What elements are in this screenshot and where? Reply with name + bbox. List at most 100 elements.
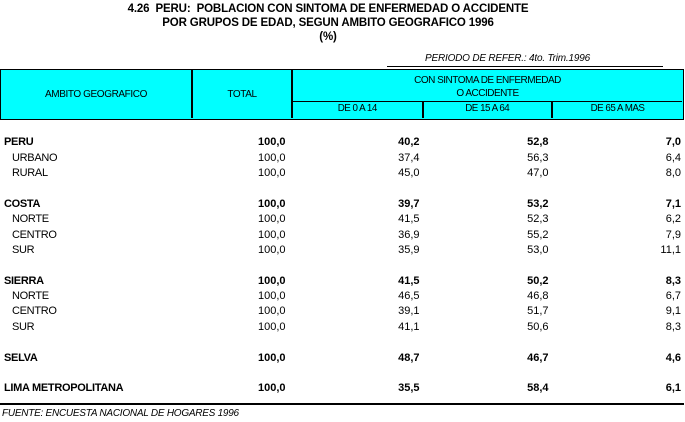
cell-age-65-plus: 6,4 bbox=[665, 151, 681, 164]
cell-total: 100,0 bbox=[257, 290, 286, 303]
row-label: RURAL bbox=[12, 166, 48, 179]
column-header-age-15-64-label: DE 15 A 64 bbox=[465, 102, 510, 114]
period-note: PERIODO DE REFER.: 4to. Trim.1996 bbox=[387, 53, 663, 67]
cell-age-15-64: 51,7 bbox=[527, 305, 549, 318]
cell-total: 100,0 bbox=[257, 382, 286, 395]
table-row-blank bbox=[0, 366, 684, 381]
row-label: SELVA bbox=[4, 351, 38, 364]
row-label: CENTRO bbox=[12, 305, 57, 318]
row-label: NORTE bbox=[12, 213, 49, 226]
cell-age-15-64: 50,2 bbox=[527, 274, 549, 287]
column-header-age-0-14-label: DE 0 A 14 bbox=[337, 102, 378, 114]
column-header-age-0-14: DE 0 A 14 bbox=[293, 102, 424, 118]
column-header-age-65-plus-label: DE 65 A MAS bbox=[590, 102, 645, 114]
row-label: COSTA bbox=[4, 197, 41, 210]
cell-total: 100,0 bbox=[257, 351, 286, 364]
table-row: CENTRO 100,0 39,1 51,7 9,1 bbox=[0, 304, 684, 319]
cell-age-0-14: 35,9 bbox=[398, 243, 420, 256]
table-row: SUR 100,0 35,9 53,0 11,1 bbox=[0, 243, 684, 258]
cell-age-15-64: 46,7 bbox=[527, 351, 549, 364]
table-title: 4.26 PERU: POBLACION CON SINTOMA DE ENFE… bbox=[0, 2, 656, 44]
source-note: FUENTE: ENCUESTA NACIONAL DE HOGARES 199… bbox=[2, 407, 239, 419]
cell-age-15-64: 53,2 bbox=[527, 197, 549, 210]
cell-age-0-14: 46,5 bbox=[398, 290, 420, 303]
table-row: COSTA 100,0 39,7 53,2 7,1 bbox=[0, 197, 684, 212]
cell-age-65-plus: 7,9 bbox=[665, 228, 681, 241]
table-row: LIMA METROPOLITANA 100,0 35,5 58,4 6,1 bbox=[0, 381, 684, 396]
cell-total: 100,0 bbox=[257, 151, 286, 164]
cell-age-15-64: 56,3 bbox=[527, 151, 549, 164]
row-label: CENTRO bbox=[12, 228, 57, 241]
cell-total: 100,0 bbox=[257, 305, 286, 318]
cell-total: 100,0 bbox=[257, 228, 286, 241]
table-row: URBANO 100,0 37,4 56,3 6,4 bbox=[0, 151, 684, 166]
table-row: NORTE 100,0 41,5 52,3 6,2 bbox=[0, 212, 684, 227]
table-row: PERU 100,0 40,2 52,8 7,0 bbox=[0, 135, 684, 150]
table-title-line2: POR GRUPOS DE EDAD, SEGUN AMBITO GEOGRAF… bbox=[162, 17, 494, 29]
column-header-group: CON SINTOMA DE ENFERMEDAD O ACCIDENTE bbox=[293, 70, 682, 102]
cell-age-65-plus: 8,0 bbox=[665, 166, 681, 179]
cell-total: 100,0 bbox=[257, 243, 286, 256]
column-header-age-65-plus: DE 65 A MAS bbox=[553, 102, 682, 118]
table-row: SUR 100,0 41,1 50,6 8,3 bbox=[0, 320, 684, 335]
table-row: CENTRO 100,0 36,9 55,2 7,9 bbox=[0, 228, 684, 243]
cell-age-65-plus: 6,2 bbox=[665, 213, 681, 226]
column-header-age-15-64: DE 15 A 64 bbox=[424, 102, 553, 118]
cell-age-0-14: 41,5 bbox=[398, 213, 420, 226]
row-label: PERU bbox=[4, 136, 34, 149]
table-row: NORTE 100,0 46,5 46,8 6,7 bbox=[0, 289, 684, 304]
cell-age-65-plus: 11,1 bbox=[660, 243, 681, 256]
row-label: URBANO bbox=[12, 151, 58, 164]
cell-age-65-plus: 6,1 bbox=[665, 382, 681, 395]
cell-age-65-plus: 8,3 bbox=[665, 274, 681, 287]
cell-age-0-14: 36,9 bbox=[398, 228, 420, 241]
cell-age-65-plus: 4,6 bbox=[665, 351, 681, 364]
table-body: PERU 100,0 40,2 52,8 7,0 URBANO 100,0 37… bbox=[0, 135, 684, 397]
row-label: LIMA METROPOLITANA bbox=[4, 382, 124, 395]
cell-age-15-64: 55,2 bbox=[527, 228, 549, 241]
cell-age-65-plus: 9,1 bbox=[665, 305, 681, 318]
cell-age-0-14: 39,7 bbox=[398, 197, 420, 210]
cell-total: 100,0 bbox=[257, 197, 286, 210]
table-row: RURAL 100,0 45,0 47,0 8,0 bbox=[0, 166, 684, 181]
cell-age-65-plus: 8,3 bbox=[665, 320, 681, 333]
cell-age-0-14: 40,2 bbox=[398, 136, 420, 149]
cell-age-15-64: 52,3 bbox=[527, 213, 549, 226]
cell-age-15-64: 47,0 bbox=[527, 166, 549, 179]
cell-age-15-64: 52,8 bbox=[527, 136, 549, 149]
cell-age-15-64: 50,6 bbox=[527, 320, 549, 333]
column-header-group-line1: CON SINTOMA DE ENFERMEDAD bbox=[414, 75, 561, 86]
table-row: SELVA 100,0 48,7 46,7 4,6 bbox=[0, 351, 684, 366]
table-row-blank bbox=[0, 258, 684, 273]
row-label: SUR bbox=[12, 320, 35, 333]
cell-total: 100,0 bbox=[257, 136, 286, 149]
cell-age-15-64: 46,8 bbox=[527, 290, 549, 303]
row-label: NORTE bbox=[12, 290, 49, 303]
cell-age-65-plus: 7,0 bbox=[665, 136, 681, 149]
cell-age-0-14: 45,0 bbox=[398, 166, 420, 179]
table-row: SIERRA 100,0 41,5 50,2 8,3 bbox=[0, 274, 684, 289]
cell-age-0-14: 37,4 bbox=[398, 151, 420, 164]
column-header-total: TOTAL bbox=[193, 70, 293, 118]
cell-total: 100,0 bbox=[257, 320, 286, 333]
cell-age-0-14: 41,1 bbox=[398, 320, 420, 333]
cell-total: 100,0 bbox=[257, 274, 286, 287]
cell-total: 100,0 bbox=[257, 166, 286, 179]
cell-total: 100,0 bbox=[257, 213, 286, 226]
table-bottom-rule bbox=[0, 403, 684, 405]
cell-age-65-plus: 7,1 bbox=[665, 197, 681, 210]
cell-age-0-14: 41,5 bbox=[398, 274, 420, 287]
column-header-ambito-geografico: AMBITO GEOGRAFICO bbox=[1, 70, 193, 118]
cell-age-65-plus: 6,7 bbox=[665, 290, 681, 303]
cell-age-0-14: 35,5 bbox=[398, 382, 420, 395]
table-row-blank bbox=[0, 335, 684, 350]
column-header-group-line2: O ACCIDENTE bbox=[456, 88, 519, 99]
cell-age-15-64: 58,4 bbox=[527, 382, 549, 395]
cell-age-0-14: 39,1 bbox=[398, 305, 420, 318]
table-header: AMBITO GEOGRAFICO TOTAL CON SINTOMA DE E… bbox=[0, 69, 684, 120]
row-label: SUR bbox=[12, 243, 35, 256]
row-label: SIERRA bbox=[4, 274, 44, 287]
table-title-line3: (%) bbox=[319, 31, 337, 43]
table-title-line1: 4.26 PERU: POBLACION CON SINTOMA DE ENFE… bbox=[127, 3, 529, 15]
